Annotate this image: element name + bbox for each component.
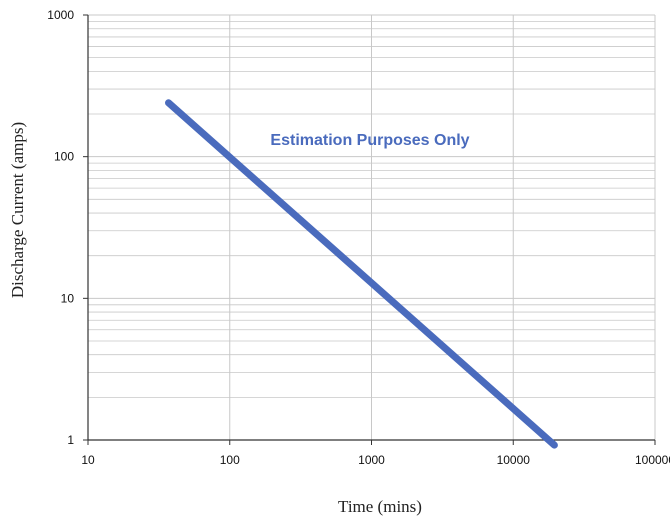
x-tick-label: 1000	[358, 453, 385, 467]
annotation-text: Estimation Purposes Only	[270, 132, 469, 149]
series-group	[165, 99, 558, 449]
x-tick-label: 10000	[497, 453, 531, 467]
y-tick-label: 1	[67, 433, 74, 447]
y-axis-title: Discharge Current (amps)	[8, 122, 27, 298]
series-line	[165, 99, 558, 449]
tick-labels: 10 100 1000 10000 100000 1 10 100 1000	[47, 8, 670, 467]
x-tick-label: 10	[81, 453, 95, 467]
axes	[83, 14, 656, 445]
x-tick-label: 100000	[635, 453, 670, 467]
x-axis-title: Time (mins)	[338, 497, 422, 516]
y-tick-label: 1000	[47, 8, 74, 22]
y-tick-label: 10	[61, 291, 75, 305]
y-tick-label: 100	[54, 150, 74, 164]
grid	[87, 15, 656, 441]
x-tick-label: 100	[220, 453, 240, 467]
